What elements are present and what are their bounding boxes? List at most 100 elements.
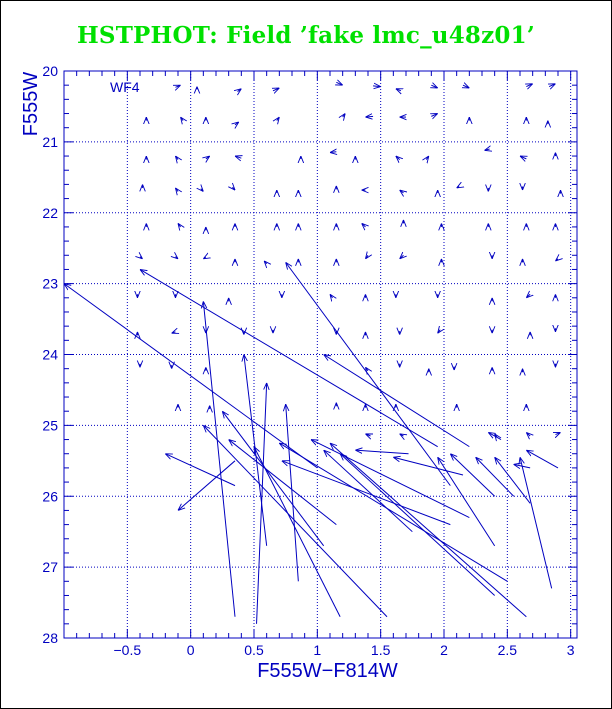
x-tick-label: 1.5 xyxy=(371,642,391,658)
vector-layer xyxy=(64,82,561,624)
x-tick-label: 2.5 xyxy=(498,642,518,658)
offset-vector xyxy=(229,440,337,525)
offset-vector xyxy=(373,86,381,87)
x-tick-label: 1 xyxy=(313,642,321,658)
offset-vector xyxy=(438,457,496,547)
offset-vector xyxy=(526,84,532,87)
offset-vector xyxy=(438,330,441,334)
x-tick-label: 2 xyxy=(440,642,448,658)
y-tick-label: 26 xyxy=(42,488,58,504)
offset-vector xyxy=(365,255,368,259)
offset-vector xyxy=(279,443,508,582)
offset-vector xyxy=(178,460,236,511)
offset-vector xyxy=(181,117,184,121)
offset-vector xyxy=(201,189,204,192)
offset-vector xyxy=(178,223,181,227)
offset-vector xyxy=(526,450,559,469)
offset-vector xyxy=(396,89,401,91)
offset-vector xyxy=(549,84,555,87)
y-tick-label: 22 xyxy=(42,205,58,221)
offset-vector xyxy=(526,432,530,436)
offset-vector xyxy=(232,187,235,190)
x-tick-label: 0.5 xyxy=(244,642,264,658)
plot-area xyxy=(63,70,578,639)
y-tick-label: 24 xyxy=(42,347,58,363)
offset-vector xyxy=(203,301,236,617)
y-tick-label: 27 xyxy=(42,559,58,575)
offset-vector xyxy=(311,440,470,518)
offset-vector xyxy=(277,117,280,121)
offset-vector xyxy=(203,257,206,258)
offset-vector xyxy=(172,332,176,333)
offset-vector xyxy=(400,190,404,193)
y-tick-label: 23 xyxy=(42,276,58,292)
chart-title: HSTPHOT: Field ’fake lmc_u48z01’ xyxy=(77,22,535,49)
offset-vector xyxy=(431,85,437,88)
offset-vector xyxy=(206,156,210,159)
panel-label: WF4 xyxy=(110,79,140,95)
y-tick-label: 21 xyxy=(42,134,58,150)
offset-vector xyxy=(238,89,242,92)
offset-vector xyxy=(336,82,342,85)
offset-vector xyxy=(365,116,374,117)
offset-vector xyxy=(343,114,346,118)
y-tick-label: 25 xyxy=(42,417,58,433)
offset-vector xyxy=(64,284,318,469)
offset-vector xyxy=(175,156,178,160)
offset-vector xyxy=(330,443,527,618)
grid-lines xyxy=(64,71,577,638)
offset-vector xyxy=(495,457,531,504)
offset-vector xyxy=(457,187,460,188)
y-tick-label: 20 xyxy=(42,63,58,79)
offset-vector xyxy=(330,152,336,153)
offset-vector xyxy=(330,294,333,298)
offset-vector xyxy=(175,257,178,259)
offset-vector xyxy=(175,85,180,87)
x-tick-label: −0.5 xyxy=(114,642,142,658)
offset-vector xyxy=(396,156,400,160)
y-tick-label: 28 xyxy=(42,630,58,646)
offset-vector xyxy=(264,261,267,264)
offset-vector xyxy=(175,188,178,192)
offset-vector xyxy=(362,223,366,227)
offset-vector xyxy=(140,269,438,448)
offset-vector xyxy=(254,447,341,617)
y-axis-label: F555W xyxy=(20,72,42,137)
axis-ticks: −0.5 0 0.5 1 1.5 2 2.5 3 20 21 22 23 24 25 26 27 28 xyxy=(42,63,577,658)
offset-vector xyxy=(520,457,553,589)
offset-vector xyxy=(203,425,388,618)
offset-vector xyxy=(555,432,560,434)
offset-vector xyxy=(526,294,530,298)
offset-vector xyxy=(222,411,325,547)
offset-vector xyxy=(235,122,239,125)
offset-vector xyxy=(324,450,413,533)
offset-vector xyxy=(165,454,236,487)
offset-vector xyxy=(365,434,370,436)
offset-vector xyxy=(450,454,496,497)
offset-vector xyxy=(476,457,515,497)
offset-vector xyxy=(324,355,470,448)
offset-vector xyxy=(463,85,469,88)
x-tick-label: 3 xyxy=(567,642,575,658)
offset-vector xyxy=(400,434,404,436)
offset-vector xyxy=(365,367,368,371)
offset-vector xyxy=(282,461,451,526)
offset-vector xyxy=(286,262,451,486)
offset-vector xyxy=(426,156,429,160)
offset-vector xyxy=(273,88,279,91)
offset-vector xyxy=(431,114,437,117)
offset-vector xyxy=(140,257,143,259)
offset-vector xyxy=(400,255,404,259)
x-axis-label: F555W−F814W xyxy=(257,660,398,682)
offset-vector xyxy=(355,450,409,455)
offset-vector xyxy=(256,383,267,624)
offset-vector xyxy=(340,454,496,596)
offset-vector xyxy=(488,432,502,440)
offset-vector xyxy=(520,156,526,159)
offset-vector xyxy=(514,464,531,468)
x-tick-label: 0 xyxy=(187,642,195,658)
offset-vector xyxy=(235,156,241,158)
offset-vector xyxy=(286,404,299,582)
